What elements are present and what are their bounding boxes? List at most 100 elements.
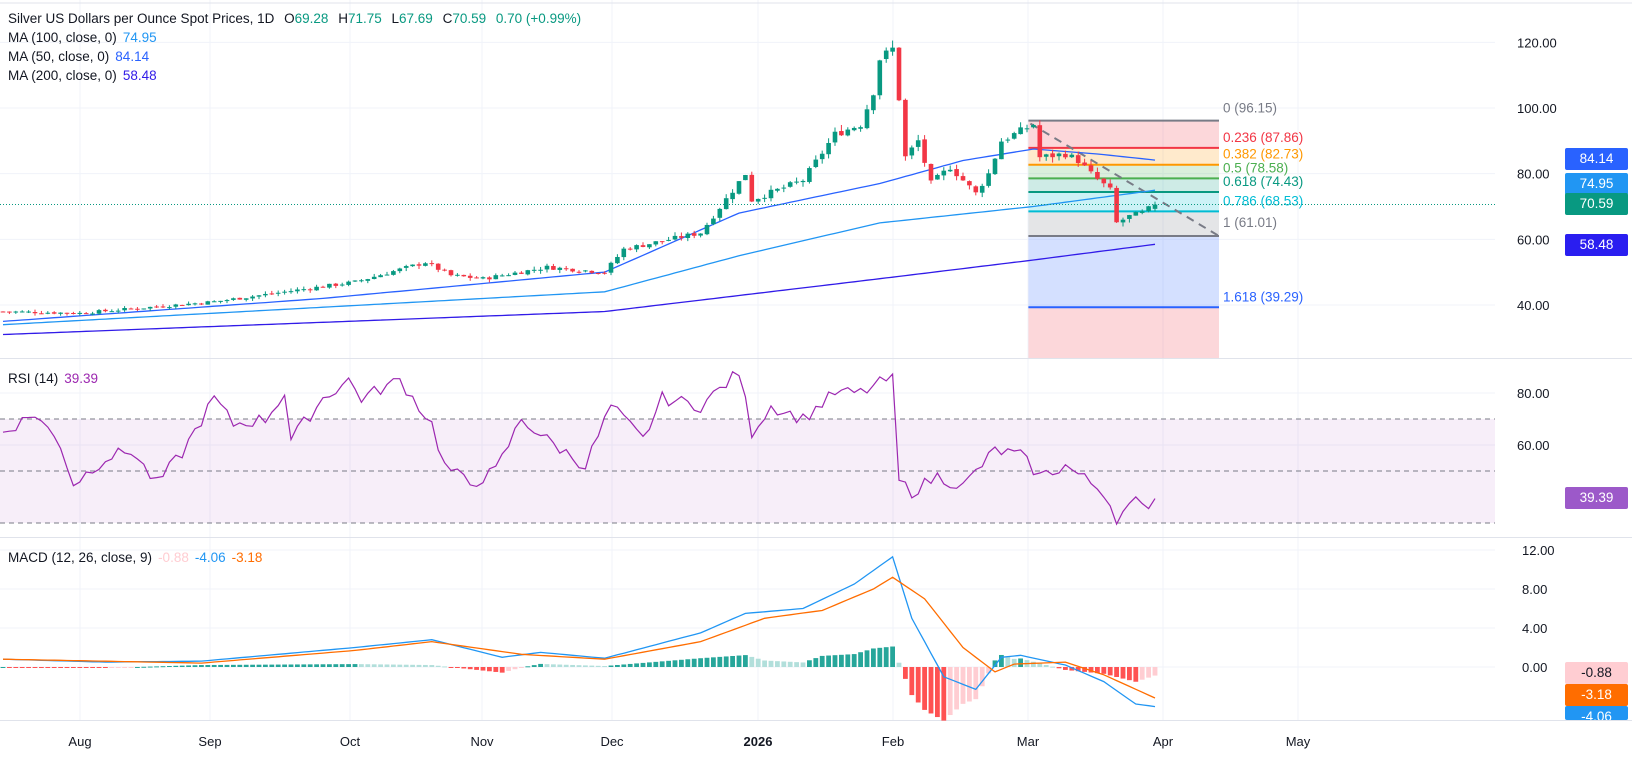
candle-up <box>819 153 825 160</box>
macd-histogram-bar <box>947 667 953 716</box>
candle-up <box>557 267 563 270</box>
candle-up <box>698 233 703 236</box>
axes: 120.00 100.00 80.00 60.00 40.00 80.00 60.00 12.… <box>68 35 1556 749</box>
candle-down <box>448 270 454 276</box>
macd-histogram-bar <box>461 667 467 669</box>
macd-histogram-bar <box>45 667 51 668</box>
candle-up <box>365 279 371 281</box>
candle-up <box>935 174 940 180</box>
macd-histogram-bar <box>307 664 313 667</box>
macd-value: -4.06 <box>194 550 226 565</box>
candle-down <box>960 176 966 181</box>
macd-histogram-bar <box>1018 658 1023 667</box>
ma200-legend[interactable]: MA (200, close, 0) 58.48 <box>8 66 163 85</box>
candle-up <box>723 198 729 210</box>
macd-histogram-bar <box>570 664 575 667</box>
price-axis-label: 40.00 <box>1517 298 1550 313</box>
macd-histogram-bar <box>563 664 569 667</box>
macd-histogram-bar <box>250 664 255 667</box>
candle-up <box>704 224 710 235</box>
candle-down <box>64 312 70 314</box>
candle-up <box>58 312 63 314</box>
grid <box>0 0 1632 721</box>
macd-histogram-bar <box>83 667 89 668</box>
candle-up <box>493 275 499 280</box>
macd-histogram-bar <box>851 654 857 667</box>
macd-histogram-bar <box>90 667 95 668</box>
candle-down <box>416 264 422 266</box>
candle-up <box>45 312 51 314</box>
candle-up <box>685 233 691 238</box>
candle-down <box>442 269 447 271</box>
ma50-line <box>2 148 1156 323</box>
candle-down <box>1082 162 1087 166</box>
time-axis-label: May <box>1286 734 1311 749</box>
macd-histogram-bar <box>794 662 799 667</box>
candle-up <box>826 143 831 155</box>
ma100-price-badge: 74.95 <box>1565 173 1628 195</box>
candle-up <box>800 180 806 183</box>
ma50-legend[interactable]: MA (50, close, 0) 84.14 <box>8 47 155 66</box>
candle-down <box>551 266 556 270</box>
macd-histogram-bar <box>1056 667 1062 669</box>
candle-up <box>410 264 415 267</box>
candle-down <box>0 311 6 313</box>
macd-histogram-bar <box>135 666 140 668</box>
fib-band <box>1028 211 1219 237</box>
candle-up <box>583 270 588 272</box>
price-axis-label: 60.00 <box>1517 232 1550 247</box>
macd-legend[interactable]: MACD (12, 26, close, 9) -0.88 -4.06 -3.18 <box>8 548 268 567</box>
ma100-legend[interactable]: MA (100, close, 0) 74.95 <box>8 28 163 47</box>
header-legend: Silver US Dollars per Ounce Spot Prices,… <box>8 9 587 28</box>
macd-histogram-bar <box>608 665 614 667</box>
macd-histogram-bar <box>211 664 217 667</box>
macd-histogram-bar <box>826 655 831 667</box>
macd-histogram-bar <box>39 667 44 668</box>
macd-histogram-bar <box>1101 667 1107 674</box>
fib-retracement[interactable]: 0 (96.15) 0.236 (87.86) 0.382 (82.73)0.5 (… <box>1028 101 1303 358</box>
macd-histogram-bar <box>333 664 339 667</box>
candle-up <box>346 281 351 285</box>
candle-down <box>1063 153 1068 158</box>
macd-histogram-bar <box>13 667 19 668</box>
candle-up <box>256 295 262 297</box>
candle-up <box>947 169 953 172</box>
macd-histogram-bar <box>768 660 774 667</box>
macd-histogram-bar <box>787 661 793 667</box>
macd-histogram-bar <box>96 667 102 668</box>
macd-histogram-bar <box>755 658 761 667</box>
candle-up <box>890 47 895 52</box>
rsi-legend[interactable]: RSI (14) 39.39 <box>8 369 104 388</box>
macd-histogram-bar <box>883 647 889 667</box>
rsi-pane <box>0 370 1495 526</box>
macd-histogram-bar <box>269 664 275 667</box>
macd-histogram-bar <box>0 667 6 668</box>
fib-band <box>1028 307 1219 358</box>
macd-histogram-bar <box>986 667 991 674</box>
macd-histogram-bar <box>839 654 844 667</box>
candle-up <box>775 188 780 191</box>
fib-level-label: 0 (96.15) <box>1223 101 1277 116</box>
candle-down <box>922 139 927 163</box>
candle-up <box>794 181 799 183</box>
macd-histogram-bar <box>410 664 415 667</box>
candle-up <box>730 192 735 200</box>
candle-down <box>973 186 979 193</box>
macd-histogram-bar <box>877 647 883 667</box>
macd-histogram-bar <box>77 667 83 668</box>
candle-up <box>205 301 211 305</box>
macd-histogram-bar <box>979 667 985 687</box>
macd-histogram-bar <box>506 667 511 671</box>
candle-down <box>659 241 665 243</box>
macd-histogram-bar <box>147 666 153 668</box>
candle-up <box>397 268 403 272</box>
candle-up <box>115 310 121 312</box>
time-axis-label: Aug <box>68 734 91 749</box>
macd-histogram-bar <box>1139 667 1145 680</box>
ma100-line <box>2 189 1156 326</box>
macd-histogram-bar <box>807 660 812 667</box>
macd-histogram-bar <box>800 662 806 667</box>
macd-histogram-bar <box>1011 658 1017 667</box>
candle-down <box>570 268 575 272</box>
